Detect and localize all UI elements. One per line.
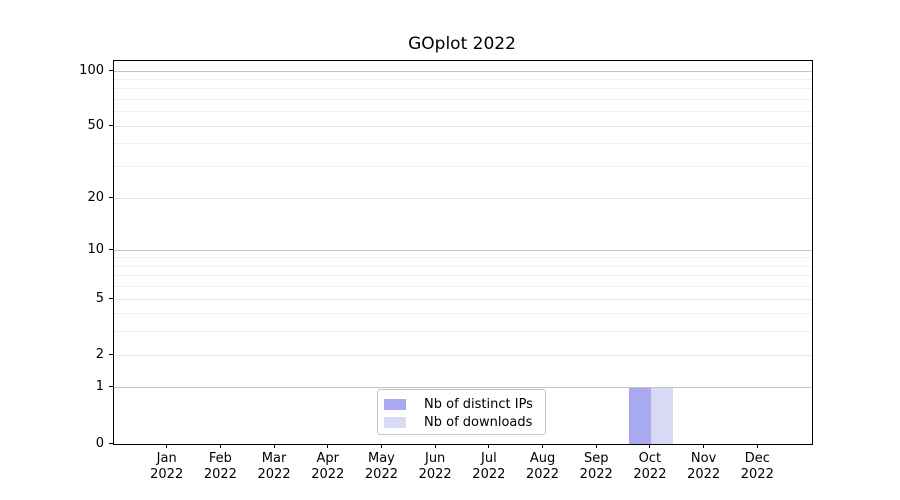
x-label-year: 2022 <box>257 467 291 482</box>
x-label-year: 2022 <box>525 467 560 482</box>
x-tick-label-nov: Nov 2022 <box>672 451 736 483</box>
gridline-minor <box>114 286 812 288</box>
x-label-month: Apr <box>316 451 340 466</box>
y-tick-label-2: 2 <box>95 346 104 362</box>
gridline-2 <box>114 354 812 356</box>
legend-label: Nb of downloads <box>424 415 533 430</box>
x-label-month: Jul <box>481 451 497 466</box>
x-tick-label-feb: Feb 2022 <box>188 451 252 483</box>
x-tick-mar <box>273 444 275 448</box>
y-tick-20 <box>109 196 113 198</box>
gridline-minor <box>114 111 812 113</box>
y-tick-100 <box>109 69 113 71</box>
x-label-month: Mar <box>261 451 287 466</box>
legend-swatch-nb-of-distinct-ips <box>384 399 406 410</box>
x-tick-label-jun: Jun 2022 <box>403 451 467 483</box>
x-tick-label-jan: Jan 2022 <box>135 451 199 483</box>
y-tick-50 <box>109 124 113 126</box>
x-tick-label-jul: Jul 2022 <box>457 451 521 483</box>
y-tick-label-20: 20 <box>87 189 104 205</box>
x-label-year: 2022 <box>203 467 237 482</box>
gridline-minor <box>114 166 812 168</box>
x-tick-jan <box>166 444 168 448</box>
gridline-minor <box>114 265 812 267</box>
legend-entry: Nb of downloads <box>384 414 537 431</box>
bar-nb-of-downloads-oct <box>650 388 673 444</box>
x-tick-label-mar: Mar 2022 <box>242 451 306 483</box>
x-label-year: 2022 <box>633 467 667 482</box>
y-tick-label-0: 0 <box>95 435 104 451</box>
gridline-minor <box>114 99 812 101</box>
chart-title: GOplot 2022 <box>408 34 516 54</box>
legend-entry: Nb of distinct IPs <box>384 396 537 413</box>
y-tick-10 <box>109 248 113 250</box>
x-label-year: 2022 <box>740 467 774 482</box>
x-tick-aug <box>542 444 544 448</box>
gridline-minor <box>114 143 812 145</box>
gridline-5 <box>114 298 812 300</box>
x-label-month: May <box>368 451 395 466</box>
gridline-100 <box>114 70 812 72</box>
x-label-month: Aug <box>529 451 556 466</box>
legend-label: Nb of distinct IPs <box>424 397 533 412</box>
y-tick-5 <box>109 297 113 299</box>
y-tick-label-1: 1 <box>95 379 104 395</box>
x-tick-nov <box>703 444 705 448</box>
x-tick-feb <box>219 444 221 448</box>
x-label-year: 2022 <box>418 467 452 482</box>
gridline-20 <box>114 197 812 199</box>
legend: Nb of distinct IPs Nb of downloads <box>377 389 546 435</box>
x-tick-label-apr: Apr 2022 <box>296 451 360 483</box>
gridline-minor <box>114 275 812 277</box>
x-tick-label-may: May 2022 <box>349 451 413 483</box>
x-label-month: Dec <box>744 451 770 466</box>
gridline-minor <box>114 257 812 259</box>
y-tick-label-10: 10 <box>87 241 104 257</box>
x-tick-label-dec: Dec 2022 <box>725 451 789 483</box>
x-label-year: 2022 <box>311 467 345 482</box>
x-label-year: 2022 <box>687 467 721 482</box>
bar-nb-of-distinct-ips-oct <box>629 388 651 444</box>
y-tick-label-100: 100 <box>79 62 104 78</box>
x-tick-may <box>380 444 382 448</box>
x-label-month: Nov <box>690 451 717 466</box>
plot-area <box>113 60 813 445</box>
x-tick-sep <box>595 444 597 448</box>
y-tick-label-50: 50 <box>87 117 104 133</box>
x-label-month: Feb <box>208 451 232 466</box>
x-label-month: Oct <box>638 451 662 466</box>
x-label-month: Jun <box>424 451 446 466</box>
x-tick-label-oct: Oct 2022 <box>618 451 682 483</box>
gridline-minor <box>114 331 812 333</box>
x-label-year: 2022 <box>364 467 398 482</box>
y-tick-label-5: 5 <box>95 290 104 306</box>
x-label-year: 2022 <box>150 467 184 482</box>
x-tick-jul <box>488 444 490 448</box>
x-label-month: Jan <box>156 451 177 466</box>
gridline-minor <box>114 79 812 81</box>
x-tick-oct <box>649 444 651 448</box>
gridline-minor <box>114 313 812 315</box>
x-tick-dec <box>756 444 758 448</box>
y-tick-0 <box>109 442 113 444</box>
gridline-1 <box>114 387 812 389</box>
y-tick-2 <box>109 353 113 355</box>
x-tick-jun <box>434 444 436 448</box>
gridline-minor <box>114 88 812 90</box>
x-label-year: 2022 <box>579 467 613 482</box>
gridline-10 <box>114 249 812 251</box>
x-label-month: Sep <box>583 451 609 466</box>
legend-swatch-nb-of-downloads <box>384 417 406 428</box>
x-label-year: 2022 <box>472 467 506 482</box>
x-tick-label-sep: Sep 2022 <box>564 451 628 483</box>
x-tick-apr <box>327 444 329 448</box>
x-tick-label-aug: Aug 2022 <box>511 451 575 483</box>
y-tick-1 <box>109 386 113 388</box>
gridline-50 <box>114 125 812 127</box>
